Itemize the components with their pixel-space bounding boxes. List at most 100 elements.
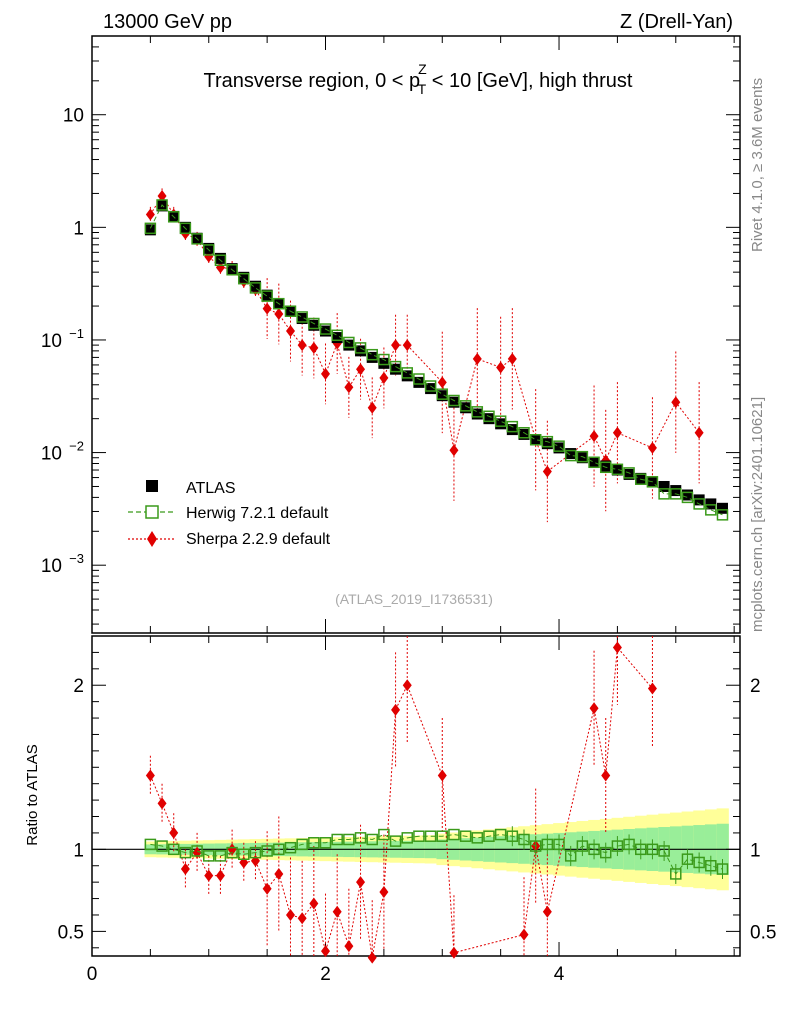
sherpa-point — [612, 426, 622, 439]
atlas-point — [506, 424, 518, 436]
ratio-herwig-point — [599, 846, 612, 859]
atlas-point — [460, 402, 472, 414]
ratio-herwig-point — [144, 838, 157, 851]
ratio-herwig-point — [646, 843, 659, 856]
sherpa-point — [215, 261, 225, 274]
sherpa-point — [356, 363, 366, 376]
atlas-point — [425, 383, 437, 395]
atlas-point — [565, 448, 577, 460]
ratio-sherpa-point — [437, 769, 447, 782]
atlas-point — [214, 252, 226, 264]
herwig-point — [296, 311, 308, 323]
ratio-herwig-point — [623, 838, 635, 851]
ratio-y-tick-label-right: 1 — [750, 840, 761, 861]
herwig-point — [623, 467, 635, 479]
ratio-herwig-point — [273, 843, 285, 856]
analysis-id: (ATLAS_2019_I1736531) — [335, 591, 493, 607]
legend: ATLAS Herwig 7.2.1 default Sherpa 2.2.9 … — [128, 480, 331, 548]
atlas-point — [600, 460, 612, 472]
ratio-herwig-point — [635, 843, 647, 856]
atlas-point — [541, 438, 553, 450]
ratio-herwig-point — [296, 838, 308, 851]
x-tick-label: 0 — [87, 964, 98, 985]
atlas-point — [378, 357, 390, 369]
ratio-herwig-point — [693, 856, 705, 869]
herwig-point — [354, 342, 367, 354]
ratio-y-tick-label: 0.5 — [58, 922, 84, 943]
atlas-point — [588, 456, 600, 468]
ratio-sherpa-point — [542, 905, 552, 918]
ratio-sherpa-point — [344, 940, 354, 953]
herwig-point — [541, 435, 554, 448]
herwig-point — [588, 456, 600, 469]
ratio-herwig-point — [401, 832, 413, 844]
herwig-point — [144, 222, 157, 235]
ratio-herwig-point — [226, 846, 238, 859]
atlas-point — [576, 452, 588, 464]
ratio-herwig-point — [343, 833, 355, 846]
ratio-sherpa-point — [215, 869, 225, 882]
herwig-point — [448, 394, 460, 407]
atlas-point — [448, 396, 460, 408]
ratio-sherpa-point — [262, 882, 272, 895]
legend-marker-sherpa — [147, 531, 157, 547]
herwig-point — [203, 244, 215, 256]
herwig-point — [261, 290, 273, 302]
ratio-herwig-point — [424, 830, 437, 842]
sherpa-point — [694, 426, 704, 439]
ratio-herwig-line — [150, 834, 723, 875]
ratio-herwig-point — [529, 840, 542, 852]
ratio-sherpa-point — [379, 886, 389, 898]
sherpa-point — [321, 367, 331, 380]
ratio-herwig-point — [214, 850, 227, 862]
herwig-point — [343, 336, 355, 349]
atlas-point — [296, 313, 308, 325]
herwig-point — [378, 353, 390, 366]
ratio-herwig-point — [238, 848, 250, 861]
ratio-herwig-point — [705, 859, 717, 872]
sherpa-point — [344, 381, 354, 394]
atlas-point — [144, 224, 156, 236]
atlas-point — [390, 363, 402, 375]
atlas-point — [238, 271, 250, 283]
atlas-point — [681, 489, 693, 501]
y-tick-exponent: −1 — [69, 326, 84, 341]
ratio-herwig-point — [541, 838, 554, 851]
ratio-y-tick-label: 2 — [73, 676, 84, 697]
ratio-sherpa-point — [169, 826, 179, 839]
herwig-point — [331, 329, 343, 342]
herwig-point — [273, 297, 285, 310]
herwig-point — [366, 348, 378, 361]
sherpa-point — [262, 302, 272, 315]
atlas-point — [401, 370, 413, 382]
ratio-herwig-point — [716, 863, 729, 875]
ratio-sherpa-point — [356, 876, 366, 889]
atlas-point — [623, 468, 635, 480]
side-label-rivet: Rivet 4.1.0, ≥ 3.6M events — [749, 78, 766, 252]
ratio-herwig-point — [319, 837, 332, 849]
sherpa-point — [589, 430, 599, 443]
atlas-point — [308, 319, 320, 331]
atlas-point — [261, 289, 273, 301]
ratio-sherpa-point — [332, 905, 342, 918]
sherpa-point — [391, 339, 401, 352]
side-label-mcplots: mcplots.cern.ch [arXiv:2401.10621] — [749, 397, 766, 632]
herwig-point — [167, 211, 180, 223]
ratio-herwig-point — [448, 828, 460, 841]
x-tick-label: 2 — [320, 964, 331, 985]
herwig-point — [705, 504, 717, 516]
ratio-sherpa-point — [519, 928, 529, 941]
ratio-sherpa-point — [321, 945, 331, 958]
sherpa-point — [542, 465, 552, 478]
herwig-point — [401, 367, 413, 379]
y-tick-label: 10 — [63, 106, 84, 127]
sherpa-point — [297, 339, 307, 352]
ratio-sherpa-point — [145, 769, 155, 782]
x-tick-label: 4 — [554, 964, 565, 985]
y-tick-exponent: −2 — [69, 439, 84, 454]
sherpa-point — [507, 352, 517, 365]
main-panel-frame — [91, 35, 741, 634]
ratio-herwig-point — [494, 828, 507, 841]
legend-label-atlas: ATLAS — [186, 480, 236, 497]
